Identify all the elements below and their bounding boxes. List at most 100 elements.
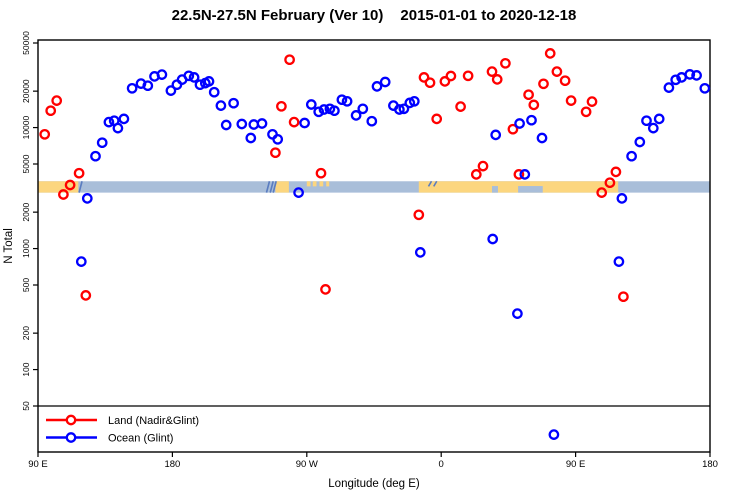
ocean-point [215,100,227,111]
land-point [418,72,430,83]
land-point [486,66,498,77]
x-tick-label: 0 [439,459,444,470]
coastline-streak [78,181,83,193]
y-tick-label: 2000 [21,202,31,221]
ocean-point [408,95,420,107]
legend-marker [65,414,77,426]
y-tick-label: 100 [21,362,31,376]
ocean-point [96,137,108,149]
ocean-strip [38,181,710,193]
ocean-point [329,105,340,117]
legend-marker [65,432,77,443]
land-point [604,177,616,189]
x-tick-label: 90 E [566,459,586,470]
coastline-streak [272,181,277,193]
land-point [80,290,92,301]
land-point [64,179,76,191]
ocean-point [613,256,625,267]
ocean-point [626,150,637,162]
ocean-point [398,103,410,115]
ocean-point [699,82,711,94]
land-point [284,54,295,66]
land-point [491,74,503,85]
ocean-point [248,119,260,130]
ocean-point [188,72,200,83]
land-point [270,147,281,159]
ocean-point [236,118,248,130]
ocean-point [293,187,304,198]
coastline-streak [427,180,433,187]
ocean-point [514,118,525,129]
land-point [528,99,540,111]
ocean-point [371,81,383,92]
ocean-point [519,169,531,180]
legend-label-land: Land (Nadir&Glint) [108,415,199,427]
island-speck [326,181,330,187]
y-tick-label: 5000 [21,154,31,173]
x-tick-label: 180 [164,459,180,470]
x-tick-label: 180 [702,459,718,470]
chart-title-dates: 2015-01-01 to 2020-12-18 [400,7,577,24]
ocean-point [394,104,405,115]
ocean-point [272,133,284,145]
land-point [462,70,474,82]
land-point [538,78,549,90]
land-point [439,76,451,87]
sea-notch [518,186,543,193]
legend: Land (Nadir&Glint) Ocean (Glint) [46,414,199,445]
land-ocean-map-band [38,180,710,193]
ocean-point [118,113,130,125]
y-tick-label: 500 [21,278,31,292]
y-tick-label: 20000 [21,79,31,103]
ocean-point [350,110,362,121]
x-tick-label: 90 W [296,459,318,470]
ocean-point [142,80,154,92]
ocean-point [112,122,124,134]
ocean-point [318,104,330,115]
x-tick-label: 90 E [28,459,48,470]
ocean-point [379,76,391,88]
land-point [559,75,571,87]
coastline-streak [265,181,271,193]
land-point [315,167,327,179]
ocean-point [256,118,268,129]
land-point [500,57,511,69]
land-point [544,48,556,59]
ocean-point [208,86,220,98]
coastline-streak [269,181,274,193]
ocean-point [336,94,348,106]
land-point [413,209,425,221]
ocean-point [684,69,696,80]
y-tick-label: 200 [21,326,31,340]
land-strip [38,181,79,193]
ocean-point [156,69,168,80]
ocean-point [194,79,206,91]
land-point [513,169,525,180]
land-point [507,123,519,135]
y-tick-label: 10000 [21,115,31,139]
chart-title: 22.5N-27.5N February (Ver 10) 2015-01-01 … [0,7,748,24]
land-point [586,96,598,107]
land-point [580,106,592,118]
land-point [455,101,466,112]
sea-notch [491,186,498,193]
ocean-point [220,119,232,131]
y-axis-title: N Total [3,228,15,264]
land-point [51,95,63,106]
ocean-point [299,117,310,129]
ocean-point [228,97,239,109]
ocean-point [203,76,215,87]
ocean-point [75,256,87,267]
ocean-point [357,103,369,115]
ocean-point [647,122,659,134]
ocean-point [548,429,560,440]
ocean-point [414,247,426,258]
land-point [523,89,534,101]
land-point [445,70,457,82]
land-point [596,187,608,198]
land-point [424,77,436,89]
coastline-streak [433,180,438,187]
ocean-point [487,233,499,245]
land-strip [275,181,289,193]
